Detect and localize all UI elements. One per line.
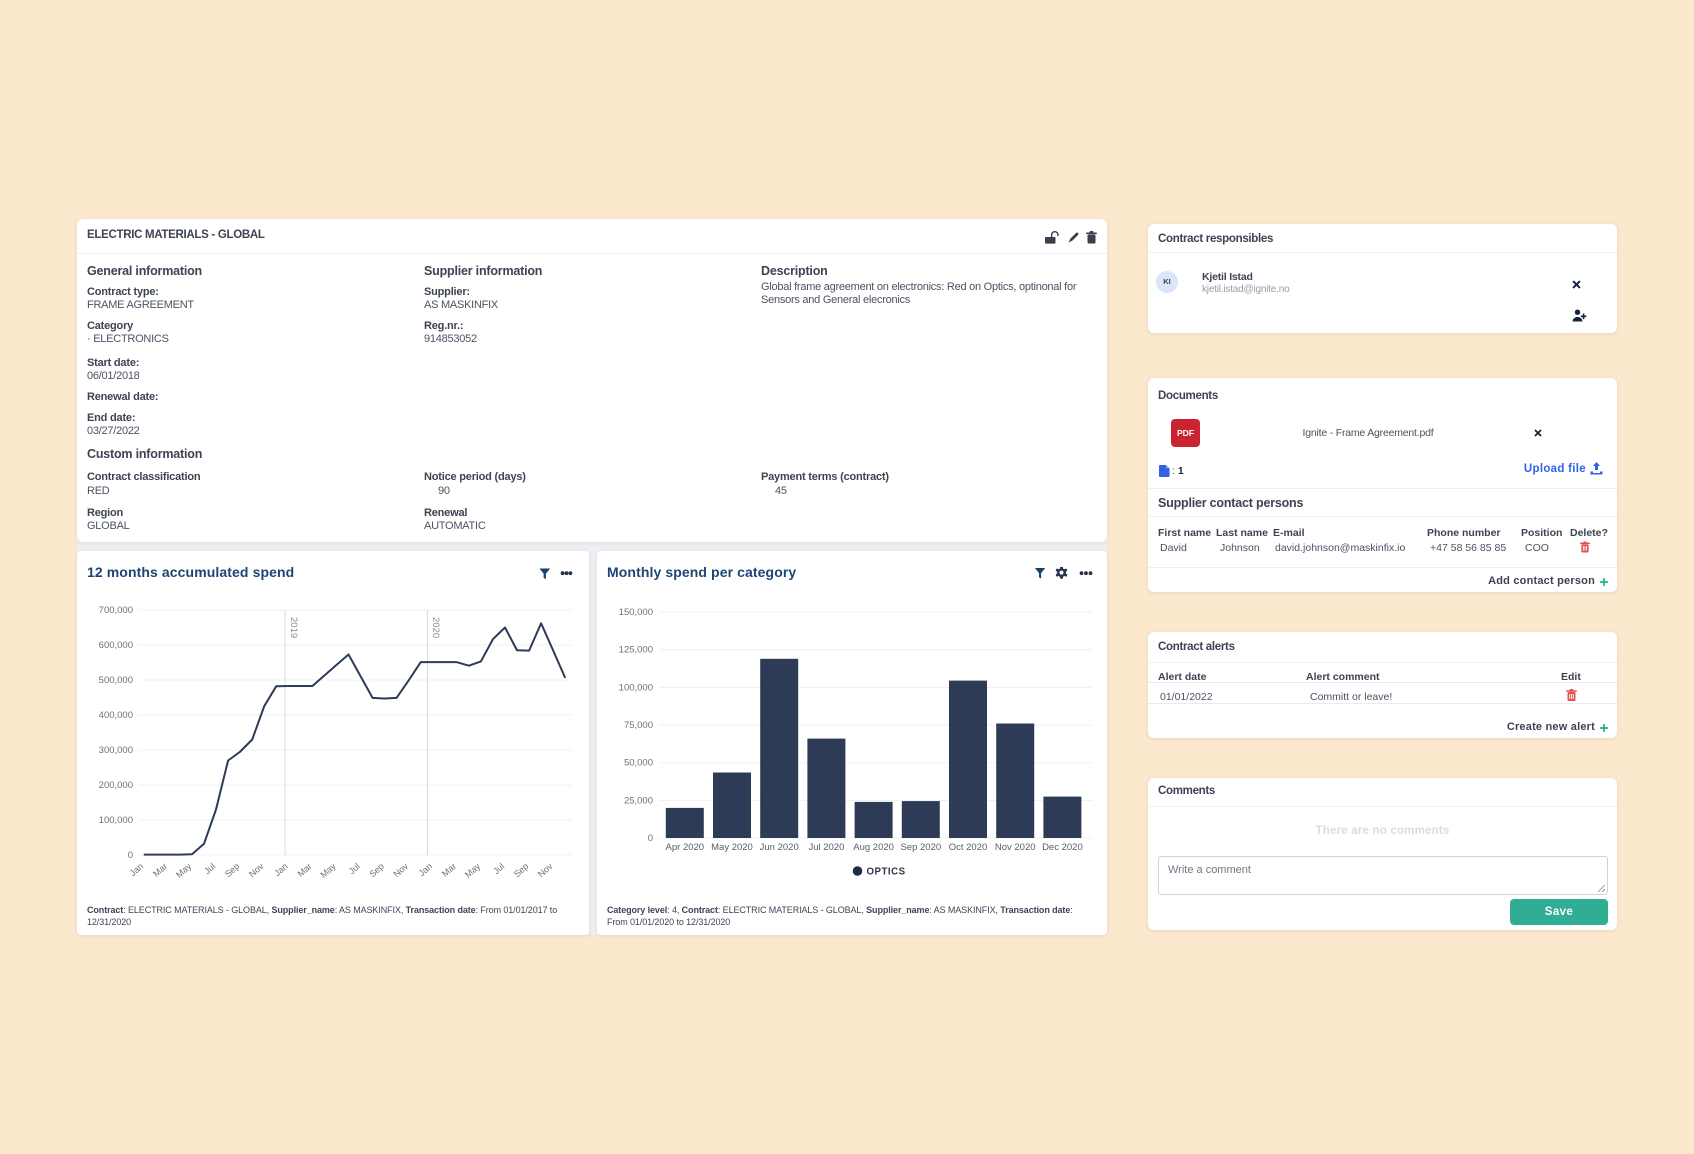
svg-text:Mar: Mar xyxy=(440,861,458,879)
svg-text:May: May xyxy=(463,861,483,880)
svg-text:Nov: Nov xyxy=(247,861,266,879)
svg-text:OPTICS: OPTICS xyxy=(867,867,906,878)
svg-text:0: 0 xyxy=(648,833,653,844)
svg-text:Jun 2020: Jun 2020 xyxy=(760,842,799,853)
svg-text:2019: 2019 xyxy=(288,617,299,638)
svg-text:150,000: 150,000 xyxy=(619,607,653,618)
svg-text:Jul: Jul xyxy=(202,861,217,876)
svg-text:100,000: 100,000 xyxy=(619,682,653,693)
svg-text:Jul 2020: Jul 2020 xyxy=(808,842,844,853)
svg-text:125,000: 125,000 xyxy=(619,645,653,656)
svg-text:Sep 2020: Sep 2020 xyxy=(900,842,941,853)
svg-text:Mar: Mar xyxy=(151,861,169,879)
svg-text:100,000: 100,000 xyxy=(99,815,133,826)
svg-text:May: May xyxy=(174,861,194,880)
svg-text:2020: 2020 xyxy=(430,617,441,638)
svg-text:700,000: 700,000 xyxy=(99,605,133,616)
svg-text:Aug 2020: Aug 2020 xyxy=(853,842,894,853)
svg-text:Jul: Jul xyxy=(347,861,362,876)
svg-text:Nov: Nov xyxy=(391,861,410,879)
svg-text:Jan: Jan xyxy=(417,861,434,878)
svg-text:May: May xyxy=(318,861,338,880)
svg-text:Jan: Jan xyxy=(128,861,145,878)
svg-text:500,000: 500,000 xyxy=(99,675,133,686)
svg-text:25,000: 25,000 xyxy=(624,795,653,806)
svg-text:200,000: 200,000 xyxy=(99,780,133,791)
svg-text:Sep: Sep xyxy=(367,861,386,879)
svg-text:Nov 2020: Nov 2020 xyxy=(995,842,1036,853)
svg-text:Dec 2020: Dec 2020 xyxy=(1042,842,1083,853)
svg-text:Jan: Jan xyxy=(272,861,289,878)
svg-text:400,000: 400,000 xyxy=(99,710,133,721)
svg-text:75,000: 75,000 xyxy=(624,720,653,731)
svg-text:Sep: Sep xyxy=(512,861,531,879)
svg-text:May 2020: May 2020 xyxy=(711,842,753,853)
svg-text:Apr 2020: Apr 2020 xyxy=(666,842,705,853)
svg-text:0: 0 xyxy=(128,850,133,861)
svg-text:Jul: Jul xyxy=(491,861,506,876)
svg-text:600,000: 600,000 xyxy=(99,640,133,651)
svg-text:Mar: Mar xyxy=(296,861,314,879)
svg-text:50,000: 50,000 xyxy=(624,758,653,769)
svg-text:Nov: Nov xyxy=(536,861,555,879)
svg-text:300,000: 300,000 xyxy=(99,745,133,756)
svg-text:Oct 2020: Oct 2020 xyxy=(949,842,988,853)
svg-text:Sep: Sep xyxy=(223,861,242,879)
